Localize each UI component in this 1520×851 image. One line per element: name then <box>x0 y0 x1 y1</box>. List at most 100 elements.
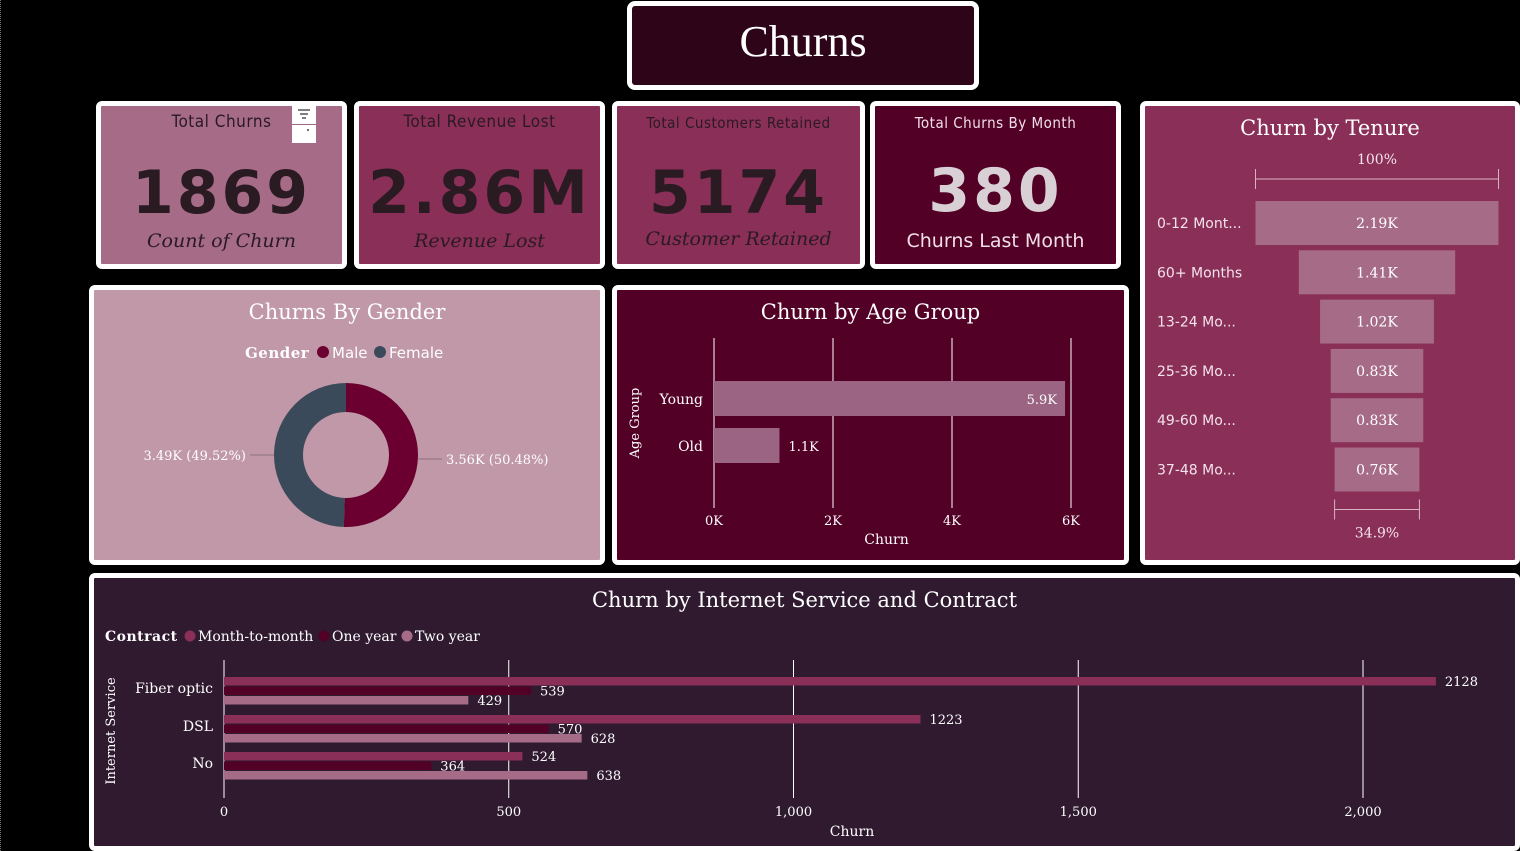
donut-data-label: 3.56K (50.48%) <box>446 453 549 468</box>
card-total-churns[interactable]: Total Churns 1869 Count of Churn <box>96 101 347 269</box>
funnel-category-label: 0-12 Mont... <box>1157 216 1242 232</box>
legend-marker <box>317 346 329 358</box>
age-bar <box>714 428 780 463</box>
service-bar <box>224 734 582 743</box>
chart-title: Churn by Tenure <box>1240 116 1420 140</box>
x-tick-label: 6K <box>1062 514 1080 529</box>
service-bar <box>224 752 523 761</box>
funnel-bottom-percent: 34.9% <box>1355 526 1399 542</box>
card-churns-by-month[interactable]: Total Churns By Month 380 Churns Last Mo… <box>870 101 1121 269</box>
bar-data-label: 2128 <box>1445 675 1478 690</box>
funnel-bar <box>1255 201 1499 245</box>
service-bar <box>224 677 1436 686</box>
card-value: 2.86M <box>368 158 591 228</box>
legend-item: One year <box>332 629 397 645</box>
service-bar <box>224 724 549 733</box>
card-sublabel: Churns Last Month <box>906 230 1085 252</box>
bar-data-label: 524 <box>531 750 556 765</box>
x-axis-title: Churn <box>864 532 908 548</box>
legend-title: Contract <box>105 629 178 645</box>
dashboard-title: Churns <box>739 17 867 66</box>
card-label: Total Churns By Month <box>914 114 1077 132</box>
tenure-funnel-panel[interactable]: Churn by Tenure 100% 2.19K 0-12 Mont... 1.4… <box>1140 101 1520 565</box>
funnel-category-label: 37-48 Mo... <box>1157 463 1236 479</box>
x-tick-label: 500 <box>496 805 521 820</box>
bar-data-label: 429 <box>477 694 502 709</box>
chart-title: Churn by Age Group <box>760 300 981 324</box>
dashboard-title-box: Churns <box>627 1 979 90</box>
funnel-data-label: 0.76K <box>1356 463 1398 479</box>
service-bar <box>224 686 531 695</box>
internet-service-bar-chart: Contract Month-to-month One year Two year 0 5… <box>104 629 1478 840</box>
gender-donut-chart: Gender Male Female 3.56K (50.48%) 3.49K (49.… <box>143 344 549 527</box>
bar-data-label: 5.9K <box>1027 393 1058 408</box>
card-sublabel: Count of Churn <box>147 230 296 252</box>
y-category-label: No <box>192 756 213 772</box>
funnel-category-label: 49-60 Mo... <box>1157 413 1236 429</box>
card-revenue-lost[interactable]: Total Revenue Lost 2.86M Revenue Lost <box>354 101 605 269</box>
y-category-label: Fiber optic <box>135 681 213 697</box>
legend-item: Male <box>332 344 368 362</box>
funnel-category-label: 60+ Months <box>1157 265 1242 281</box>
y-category-label: DSL <box>183 719 213 735</box>
legend-item: Month-to-month <box>198 629 313 645</box>
x-tick-label: 1,000 <box>775 805 812 820</box>
card-label: Total Churns <box>171 112 272 132</box>
internet-service-panel[interactable]: Churn by Internet Service and Contract C… <box>89 573 1520 851</box>
funnel-bar <box>1330 348 1424 393</box>
x-tick-label: 0K <box>705 514 723 529</box>
chart-title: Churns By Gender <box>248 300 446 324</box>
x-tick-label: 0 <box>220 805 228 820</box>
gender-donut-panel[interactable]: Churns By Gender Gender Male Female 3.56K (… <box>89 285 605 565</box>
y-category-label: Old <box>678 439 703 455</box>
y-axis-title: Internet Service <box>104 677 119 785</box>
funnel-data-label: 0.83K <box>1356 364 1398 380</box>
card-label: Total Revenue Lost <box>403 112 556 132</box>
more-options-icon[interactable] <box>292 125 316 143</box>
funnel-data-label: 2.19K <box>1356 216 1398 232</box>
card-label: Total Customers Retained <box>646 114 831 132</box>
legend-item: Female <box>389 344 443 362</box>
bar-data-label: 638 <box>596 769 621 784</box>
x-tick-label: 2,000 <box>1344 805 1381 820</box>
funnel-data-label: 0.83K <box>1356 413 1398 429</box>
age-group-panel[interactable]: Churn by Age Group 0K 2K 4K 6K Young 5.9K Old 1… <box>612 285 1129 565</box>
funnel-top-percent: 100% <box>1357 152 1397 168</box>
bar-data-label: 570 <box>558 723 583 738</box>
left-edge-divider <box>0 0 3 851</box>
card-customers-retained[interactable]: Total Customers Retained 5174 Customer R… <box>612 101 865 269</box>
legend-title: Gender <box>245 344 310 362</box>
card-sublabel: Revenue Lost <box>414 230 545 252</box>
legend-marker <box>184 630 196 642</box>
funnel-bar <box>1320 299 1434 344</box>
service-bar <box>224 771 588 780</box>
age-bar <box>714 381 1066 416</box>
y-axis-title: Age Group <box>628 388 643 460</box>
legend-marker <box>401 630 413 642</box>
funnel-data-label: 1.02K <box>1356 315 1398 331</box>
age-group-bar-chart: 0K 2K 4K 6K Young 5.9K Old 1.1K Churn Age Group <box>628 338 1080 548</box>
chart-title: Churn by Internet Service and Contract <box>591 588 1018 612</box>
service-bar <box>224 696 469 705</box>
tenure-funnel-chart: 100% 2.19K 0-12 Mont... 1.41K 60+ Months 1.02… <box>1157 152 1499 542</box>
funnel-bar <box>1298 250 1456 295</box>
x-tick-label: 4K <box>943 514 961 529</box>
donut-slice <box>273 383 346 527</box>
card-sublabel: Customer Retained <box>645 228 832 250</box>
visual-header-toolbar <box>292 106 342 143</box>
service-bar <box>224 715 921 724</box>
funnel-category-label: 25-36 Mo... <box>1157 364 1236 380</box>
donut-slice <box>343 383 418 527</box>
card-value: 380 <box>928 156 1063 226</box>
legend-item: Two year <box>415 629 480 645</box>
bar-data-label: 364 <box>440 760 465 775</box>
bar-data-label: 628 <box>591 732 616 747</box>
legend-marker <box>374 346 386 358</box>
funnel-bar <box>1334 447 1420 492</box>
donut-data-label: 3.49K (49.52%) <box>143 449 246 464</box>
card-value: 1869 <box>132 158 311 228</box>
card-value: 5174 <box>649 158 828 228</box>
x-tick-label: 2K <box>824 514 842 529</box>
filter-icon[interactable] <box>292 106 316 124</box>
bar-data-label: 1223 <box>929 713 962 728</box>
